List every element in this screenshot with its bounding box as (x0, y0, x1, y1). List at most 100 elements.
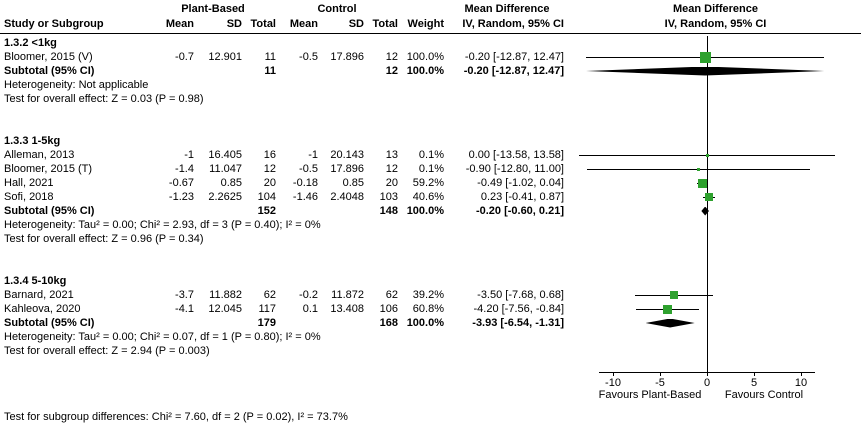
md-header-text: Mean Difference (464, 3, 550, 15)
study-mean-control: 0.1 (302, 303, 318, 315)
subtotal-row: Subtotal (95% CI) 152 148 100.0% -0.20 [-0.6… (0, 204, 861, 218)
study-sd-plant: 11.882 (209, 289, 242, 301)
spacer-row (0, 358, 861, 372)
plot-cell (570, 218, 861, 232)
study-weight: 40.6% (412, 191, 444, 203)
subtotal-total-plant: 11 (264, 65, 276, 77)
plot-cell (570, 232, 861, 246)
x-axis-tick-label: 10 (794, 377, 808, 389)
study-mean-plant: -0.67 (168, 177, 194, 189)
x-axis-tick (659, 372, 661, 376)
heterogeneity-row: Heterogeneity: Tau² = 0.00; Chi² = 0.07,… (0, 330, 861, 344)
favours-cell: Favours Plant-Based Favours Control (570, 389, 861, 402)
study-total-control: 103 (379, 191, 398, 203)
subgroup-title-row: 1.3.4 5-10kg (0, 274, 861, 288)
study-sd-control: 17.896 (330, 51, 364, 63)
study-weight: 0.1% (418, 149, 444, 161)
study-ci-text: -0.90 [-12.80, 11.00] (465, 163, 564, 175)
empty-cell (276, 204, 318, 218)
overall-effect-row: Test for overall effect: Z = 0.96 (P = 0… (0, 232, 861, 246)
study-sd-control: 17.896 (330, 163, 364, 175)
subgroup-title: 1.3.3 1-5kg (4, 135, 61, 147)
zero-line (706, 218, 708, 232)
header-spacer (0, 2, 150, 17)
study-mean-control: -1.46 (292, 191, 318, 203)
plot-cell (570, 64, 861, 78)
zero-line (706, 358, 708, 372)
effect-square (705, 153, 709, 157)
study-weight: 0.1% (418, 163, 444, 175)
plot-cell (570, 344, 861, 358)
subtotal-total-plant: 152 (257, 205, 276, 217)
col-header-sd-control: SD (348, 18, 364, 30)
study-ci-text: 0.23 [-0.41, 0.87] (480, 191, 564, 203)
study-mean-plant: -4.1 (175, 303, 194, 315)
x-axis-tick-label: -5 (655, 377, 665, 389)
x-axis-tick-label: 0 (703, 377, 711, 389)
study-sd-control: 0.85 (342, 177, 364, 189)
plot-cell (570, 92, 861, 106)
study-weight: 59.2% (412, 177, 444, 189)
study-row: Barnard, 2021 -3.7 11.882 62 -0.2 11.872 62 39.… (0, 288, 861, 302)
axis-cell: -10 -5 0 5 10 (570, 372, 861, 389)
study-mean-plant: -1 (184, 149, 194, 161)
study-name: Bloomer, 2015 (V) (4, 51, 93, 63)
study-weight: 39.2% (412, 289, 444, 301)
study-row: Bloomer, 2015 (T) -1.4 11.047 12 -0.5 17.896 1… (0, 162, 861, 176)
subtotal-ci-text: -3.93 [-6.54, -1.31] (472, 317, 564, 329)
study-name: Alleman, 2013 (4, 149, 75, 161)
subtotal-weight: 100.0% (406, 317, 444, 329)
study-total-plant: 104 (257, 191, 276, 203)
col-header-ci: IV, Random, 95% CI (462, 18, 564, 30)
study-name: Bloomer, 2015 (T) (4, 163, 93, 175)
x-axis: -10 -5 0 5 10 (570, 372, 861, 389)
empty-cell (276, 64, 318, 78)
forest-rows: 1.3.2 <1kg Bloomer, 2015 (V) -0.7 12.901 11 -… (0, 36, 861, 372)
study-total-control: 12 (385, 163, 398, 175)
study-mean-control: -0.2 (299, 289, 318, 301)
study-ci-text: -0.49 [-1.02, 0.04] (477, 177, 564, 189)
zero-line (706, 344, 708, 358)
group2-header: Control (317, 3, 357, 15)
study-total-plant: 11 (264, 51, 276, 63)
study-sd-control: 2.4048 (330, 191, 364, 203)
group1-header: Plant-Based (181, 3, 245, 15)
col-header-mean-control: Mean (289, 18, 318, 30)
study-mean-control: -1 (308, 149, 318, 161)
plot-cell (570, 162, 861, 176)
plot-cell (570, 246, 861, 274)
overall-effect-text: Test for overall effect: Z = 0.96 (P = 0… (4, 233, 204, 245)
favours-right-label: Favours Control (724, 389, 804, 401)
empty-cell (150, 204, 194, 218)
plot-cell (570, 78, 861, 92)
heterogeneity-text: Heterogeneity: Not applicable (4, 79, 149, 91)
empty-cell (150, 316, 194, 330)
plot-cell (570, 316, 861, 330)
plot-cell (570, 106, 861, 134)
empty-cell (318, 316, 364, 330)
study-total-control: 62 (385, 289, 398, 301)
study-sd-control: 11.872 (331, 289, 364, 301)
x-axis-tick (706, 372, 708, 376)
header-column-row: Study or Subgroup Mean SD Total Mean SD … (0, 17, 861, 32)
study-mean-control: -0.18 (292, 177, 318, 189)
empty-cell (150, 64, 194, 78)
heterogeneity-text: Heterogeneity: Tau² = 0.00; Chi² = 0.07,… (4, 331, 321, 343)
empty-cell (0, 246, 570, 274)
col-header-total-control: Total (372, 18, 398, 30)
study-mean-control: -0.5 (299, 163, 318, 175)
zero-line (706, 92, 708, 106)
heterogeneity-row: Heterogeneity: Tau² = 0.00; Chi² = 2.93,… (0, 218, 861, 232)
empty-cell (194, 204, 242, 218)
x-axis-tick (800, 372, 802, 376)
effect-square (697, 167, 701, 171)
study-name: Sofi, 2018 (4, 191, 54, 203)
spacer-row (0, 246, 861, 274)
header-spacer (398, 2, 444, 17)
subtotal-weight: 100.0% (406, 205, 444, 217)
effect-square (697, 178, 707, 188)
overall-effect-row: Test for overall effect: Z = 2.94 (P = 0… (0, 344, 861, 358)
study-sd-control: 20.143 (330, 149, 364, 161)
subgroup-title-row: 1.3.2 <1kg (0, 36, 861, 50)
